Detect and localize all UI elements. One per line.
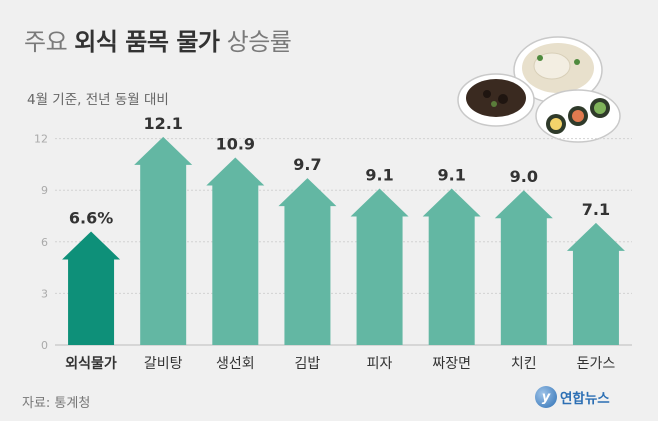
bar-arrow xyxy=(134,136,193,345)
y-tick-label: 9 xyxy=(41,184,48,197)
title-emphasis: 외식 품목 물가 xyxy=(74,28,220,56)
category-label: 짜장면 xyxy=(432,356,471,372)
category-label: 김밥 xyxy=(295,356,321,372)
bar-arrow xyxy=(494,190,553,345)
category-label: 돈가스 xyxy=(577,356,616,372)
category-label: 피자 xyxy=(367,356,393,372)
bar-arrow xyxy=(206,157,265,345)
chart-title: 주요 외식 품목 물가 상승률 xyxy=(24,22,292,57)
category-label: 외식물가 xyxy=(65,355,117,372)
y-tick-label: 6 xyxy=(41,236,48,249)
title-suffix: 상승률 xyxy=(219,28,292,56)
bar-arrow xyxy=(422,188,481,345)
value-label: 9.0 xyxy=(510,167,538,186)
category-label: 치킨 xyxy=(511,356,537,372)
bar-arrow xyxy=(278,178,337,345)
publisher-logo: y 연합뉴스 xyxy=(535,386,610,408)
value-label: 6.6% xyxy=(69,208,113,227)
logo-text: 연합뉴스 xyxy=(560,391,610,407)
y-tick-label: 3 xyxy=(41,287,48,300)
logo-mark-icon: y xyxy=(535,386,557,408)
bar-arrow xyxy=(62,231,121,345)
value-label: 10.9 xyxy=(216,135,255,154)
value-label: 9.1 xyxy=(438,165,466,184)
value-label: 7.1 xyxy=(582,200,610,219)
category-label: 갈비탕 xyxy=(144,356,183,372)
value-label: 12.1 xyxy=(143,114,182,133)
y-tick-label: 12 xyxy=(34,133,48,146)
category-label: 생선회 xyxy=(216,356,255,372)
value-label: 9.7 xyxy=(293,155,321,174)
bar-arrow xyxy=(566,222,625,345)
bar-arrow xyxy=(350,188,409,345)
title-prefix: 주요 xyxy=(24,28,75,56)
value-label: 9.1 xyxy=(365,165,393,184)
source-note: 자료: 통계청 xyxy=(22,396,91,411)
y-tick-label: 0 xyxy=(41,339,48,352)
food-illustration xyxy=(457,36,621,143)
chart-subtitle: 4월 기준, 전년 동월 대비 xyxy=(27,92,169,108)
